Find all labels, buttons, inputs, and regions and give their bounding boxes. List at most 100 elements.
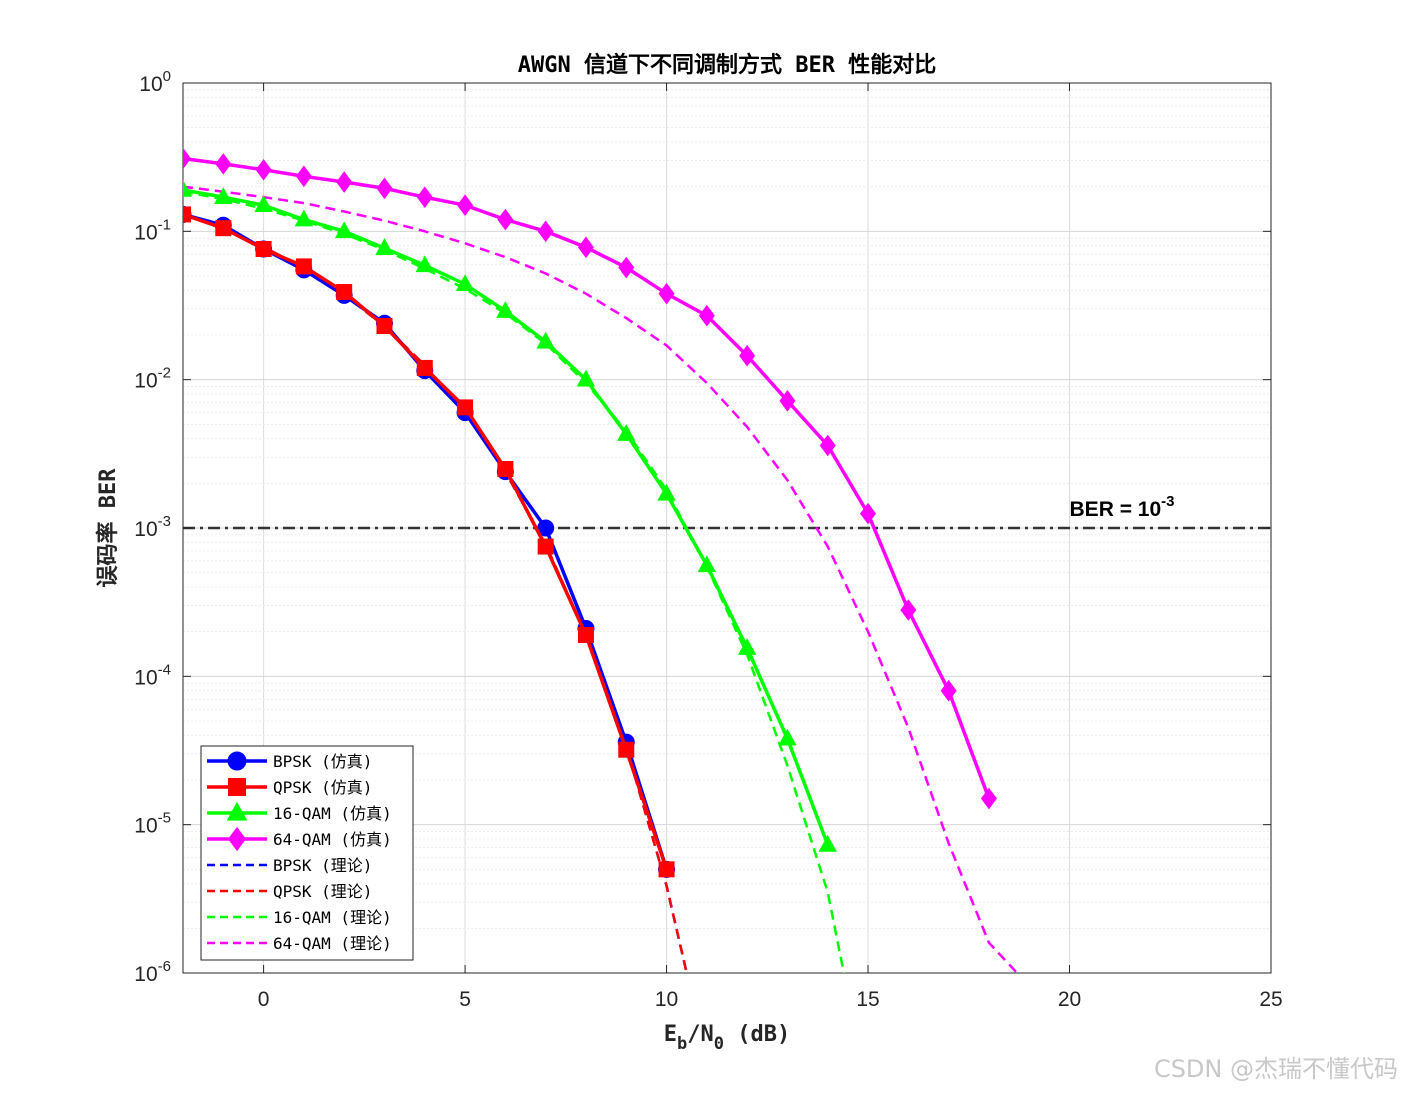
data-point [457, 194, 474, 217]
x-tick-label: 15 [856, 988, 879, 1011]
data-point [617, 424, 636, 441]
data-point [227, 751, 247, 771]
data-point [228, 778, 246, 796]
data-point [336, 283, 353, 300]
legend-item: QPSK (仿真) [207, 778, 372, 797]
data-point [215, 153, 232, 175]
data-point [295, 165, 312, 188]
data-point [618, 741, 635, 758]
data-point [455, 274, 475, 292]
data-point [779, 390, 796, 412]
series-line [183, 185, 1019, 973]
legend-item: 64-QAM (仿真) [207, 826, 392, 852]
data-point [698, 304, 715, 327]
legend-item: 16-QAM (仿真) [207, 801, 392, 823]
data-point [183, 179, 193, 197]
data-point [375, 238, 394, 255]
data-point [819, 434, 836, 457]
data-point [577, 626, 594, 643]
data-point [778, 728, 797, 746]
data-point [215, 220, 232, 237]
legend-label: 64-QAM (理论) [273, 934, 392, 953]
series-64-qam-sim [183, 147, 997, 810]
x-axis-label: Eb/N0 (dB) [664, 1022, 790, 1054]
data-point [336, 171, 353, 193]
legend-label: 16-QAM (理论) [273, 908, 392, 927]
y-tick-label: 10-6 [134, 958, 171, 986]
data-point [214, 187, 233, 204]
legend-label: 64-QAM (仿真) [273, 830, 392, 849]
y-tick-label: 10-2 [134, 365, 171, 393]
x-tick-label: 20 [1058, 988, 1081, 1011]
data-point [226, 801, 248, 821]
data-point [415, 255, 434, 273]
legend-item: 16-QAM (理论) [207, 908, 392, 927]
data-point [294, 209, 314, 227]
legend-label: QPSK (理论) [273, 882, 372, 901]
data-point [416, 359, 433, 376]
data-point [657, 483, 676, 501]
data-point [576, 369, 596, 387]
x-axis-label-text: Eb/N0 (dB) [664, 1022, 790, 1054]
data-point [577, 236, 594, 259]
data-point [183, 147, 191, 170]
data-point [497, 460, 514, 477]
data-point [739, 344, 756, 367]
x-tick-label: 0 [258, 988, 270, 1011]
legend-item: BPSK (理论) [207, 856, 372, 875]
y-tick-label: 10-1 [134, 216, 171, 244]
data-point [183, 206, 191, 223]
data-point [537, 220, 554, 243]
data-point [496, 301, 515, 318]
data-point [376, 318, 393, 335]
data-point [497, 208, 514, 231]
x-tick-label: 10 [655, 988, 678, 1011]
data-point [255, 241, 272, 258]
legend-label: 16-QAM (仿真) [273, 804, 392, 823]
reference-line-group: BER = 10-3 [183, 493, 1271, 530]
tick-labels: 0 5 10 15 20 25 10-6 10-5 10-4 10-3 10-2 10-1 100 [134, 68, 1282, 1011]
data-point [900, 599, 917, 621]
legend-label: QPSK (仿真) [273, 778, 372, 797]
data-point [536, 331, 555, 349]
y-axis-label: 误码率 BER [95, 468, 121, 588]
data-point [295, 258, 312, 275]
y-tick-label: 10-4 [134, 661, 171, 689]
y-tick-label: 10-3 [134, 513, 171, 541]
legend: BPSK (仿真) QPSK (仿真) 16-QAM (仿真) 64-QAM (仿真)… [200, 745, 414, 961]
data-point [416, 186, 433, 208]
legend-item: BPSK (仿真) [207, 751, 372, 771]
data-point [940, 679, 957, 702]
legend-label: BPSK (理论) [273, 856, 372, 875]
data-point [376, 177, 393, 200]
series-qpsk-sim [183, 206, 675, 878]
data-point [334, 221, 354, 239]
legend-item: 64-QAM (理论) [207, 934, 392, 953]
data-point [658, 282, 675, 305]
data-point [658, 861, 675, 878]
y-tick-label: 100 [139, 68, 171, 96]
y-tick-label: 10-5 [134, 810, 171, 838]
data-point [618, 256, 635, 279]
legend-label: BPSK (仿真) [273, 752, 372, 771]
reference-label: BER = 10-3 [1070, 493, 1175, 521]
data-point [255, 158, 272, 181]
watermark: CSDN @杰瑞不懂代码 [1153, 1055, 1398, 1083]
data-point [980, 787, 997, 810]
series-16-qam-sim [183, 179, 837, 852]
data-point [737, 638, 757, 655]
data-point [228, 826, 246, 852]
chart-title: AWGN 信道下不同调制方式 BER 性能对比 [518, 52, 936, 78]
series-64-qam-theory [183, 185, 1019, 973]
data-point [254, 195, 273, 213]
legend-item: QPSK (理论) [207, 882, 372, 901]
data-point [818, 834, 837, 852]
data-point [537, 538, 554, 555]
x-tick-label: 5 [459, 988, 471, 1011]
x-tick-label: 25 [1259, 988, 1282, 1011]
data-point [457, 399, 474, 416]
data-point [860, 502, 877, 525]
series-group [183, 147, 1019, 973]
data-point [697, 555, 717, 573]
